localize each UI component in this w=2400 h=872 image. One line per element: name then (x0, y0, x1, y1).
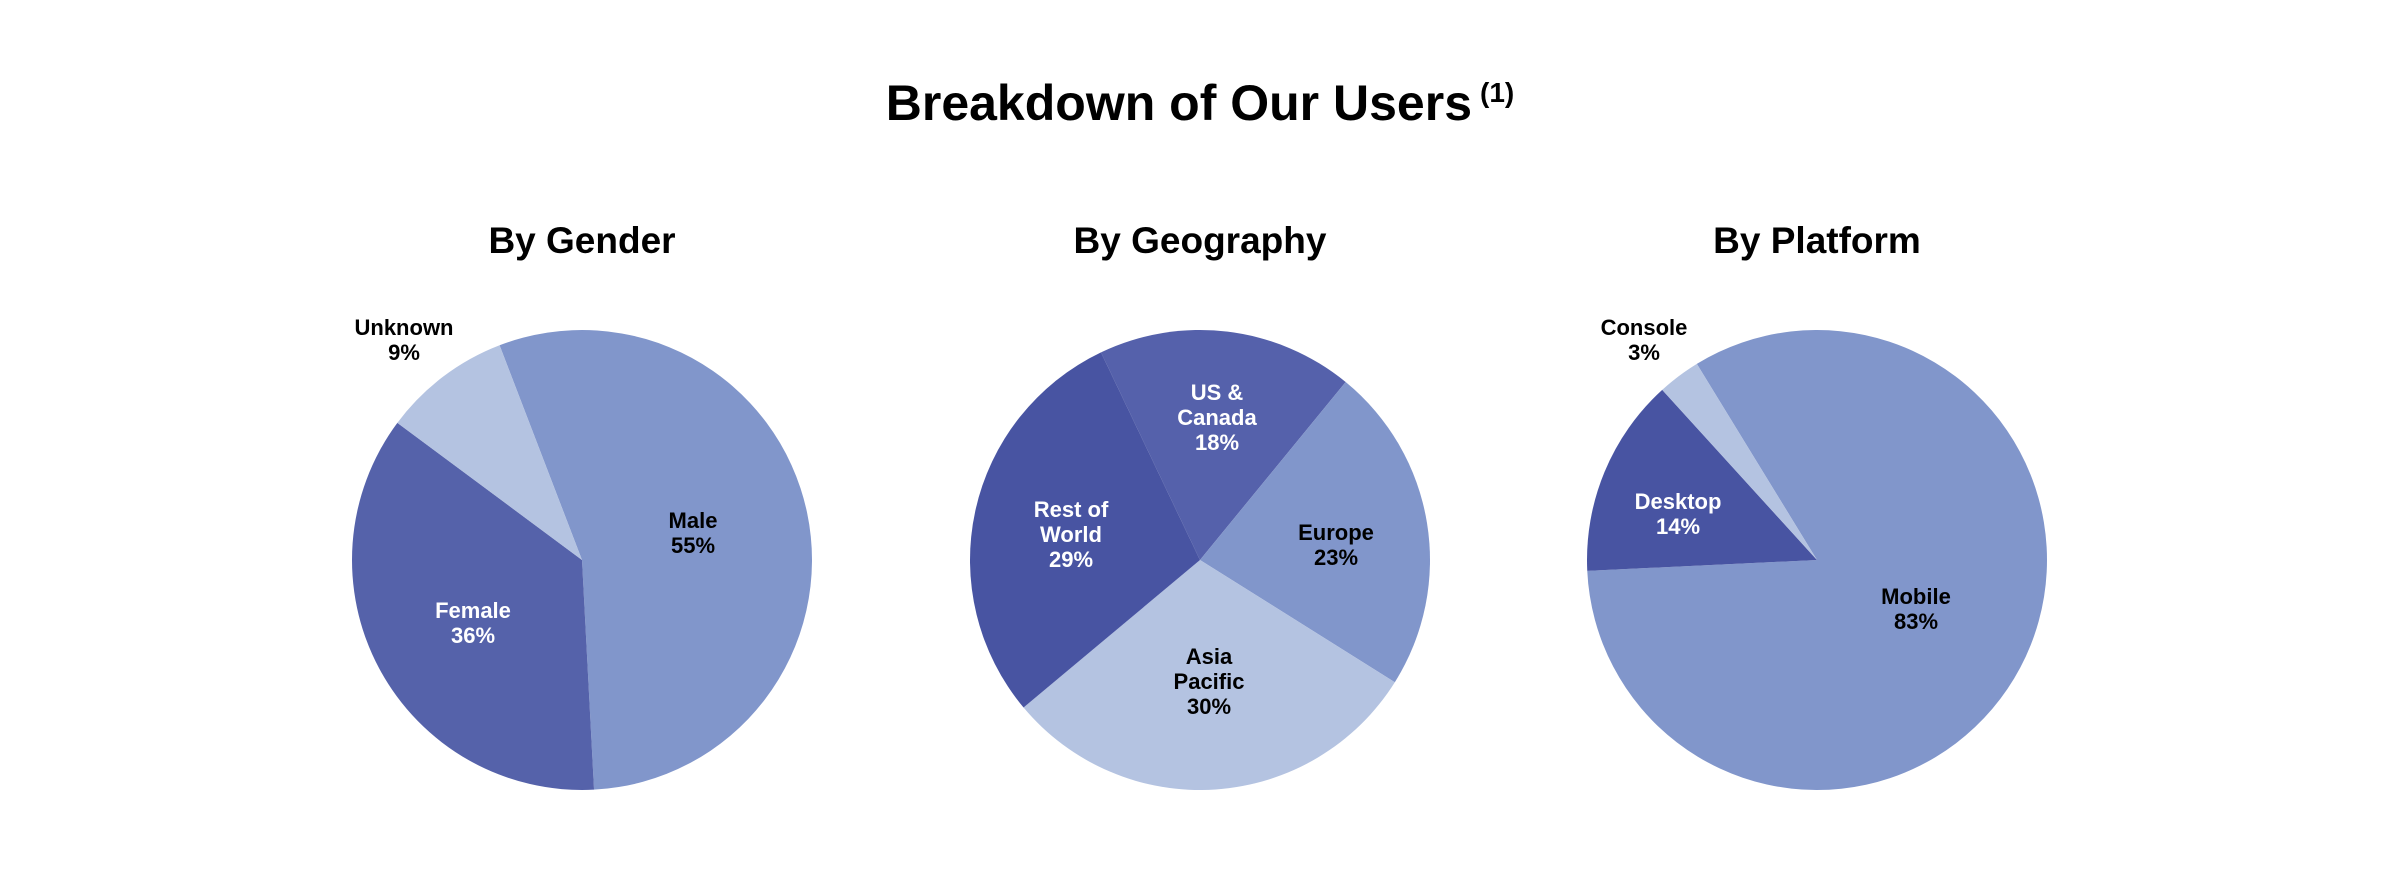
slice-value: 18% (1195, 430, 1239, 455)
pie-slice-asia-pacific (1023, 560, 1395, 790)
slice-label: Console 3% (1601, 315, 1688, 365)
pie-chart-1: By Gender Male 55% Female 36% Unknown 9% (352, 220, 812, 790)
pie-title: By Gender (488, 220, 675, 261)
slice-label: Unknown 9% (355, 315, 454, 365)
slice-value: 14% (1656, 514, 1700, 539)
slice-value: 3% (1628, 340, 1660, 365)
slice-label: US & Canada 18% (1177, 380, 1257, 455)
pie-chart-2: By Geography US & Canada 18% Europe 23% Asia Pa… (970, 220, 1430, 790)
pie-slice-rest-of-world (970, 352, 1200, 708)
slice-label: Male 55% (669, 508, 718, 558)
slice-name: Female (435, 598, 511, 623)
slice-value: 83% (1894, 609, 1938, 634)
slice-value: 9% (388, 340, 420, 365)
pie-slice-console (1662, 363, 1817, 560)
slice-label: Female 36% (435, 598, 511, 648)
slice-name: Pacific (1174, 669, 1245, 694)
slice-name: Male (669, 508, 718, 533)
slice-name: World (1040, 522, 1102, 547)
pie-slice-us-canada (1100, 330, 1346, 560)
pie-title: By Platform (1713, 220, 1921, 261)
pie-slice-female (352, 422, 595, 790)
slice-label: Desktop 14% (1635, 489, 1722, 539)
pie-slice-desktop (1587, 389, 1817, 571)
slice-label: Europe 23% (1298, 520, 1374, 570)
pie-title: By Geography (1074, 220, 1327, 261)
pie-slice-europe (1200, 382, 1430, 683)
slice-name: Mobile (1881, 584, 1951, 609)
slice-name: Asia (1186, 644, 1233, 669)
slice-name: Desktop (1635, 489, 1722, 514)
pie-slice-unknown (397, 345, 582, 560)
pie-chart-3: By Platform Mobile 83% Desktop 14% Console 3% (1587, 220, 2047, 790)
slice-value: 29% (1049, 547, 1093, 572)
slice-value: 36% (451, 623, 495, 648)
slice-name: Canada (1177, 405, 1257, 430)
slice-value: 23% (1314, 545, 1358, 570)
slice-label: Rest of World 29% (1034, 497, 1109, 572)
slice-name: Europe (1298, 520, 1374, 545)
slice-name: Unknown (355, 315, 454, 340)
slice-value: 55% (671, 533, 715, 558)
pie-slice-male (499, 330, 812, 790)
figure-title: Breakdown of Our Users (1) (886, 75, 1515, 131)
slice-label: Asia Pacific 30% (1174, 644, 1245, 719)
slice-label: Mobile 83% (1881, 584, 1951, 634)
slice-name: Console (1601, 315, 1688, 340)
slice-name: Rest of (1034, 497, 1109, 522)
pie-slice-mobile (1587, 329, 2047, 790)
slice-name: US & (1191, 380, 1244, 405)
slice-value: 30% (1187, 694, 1231, 719)
